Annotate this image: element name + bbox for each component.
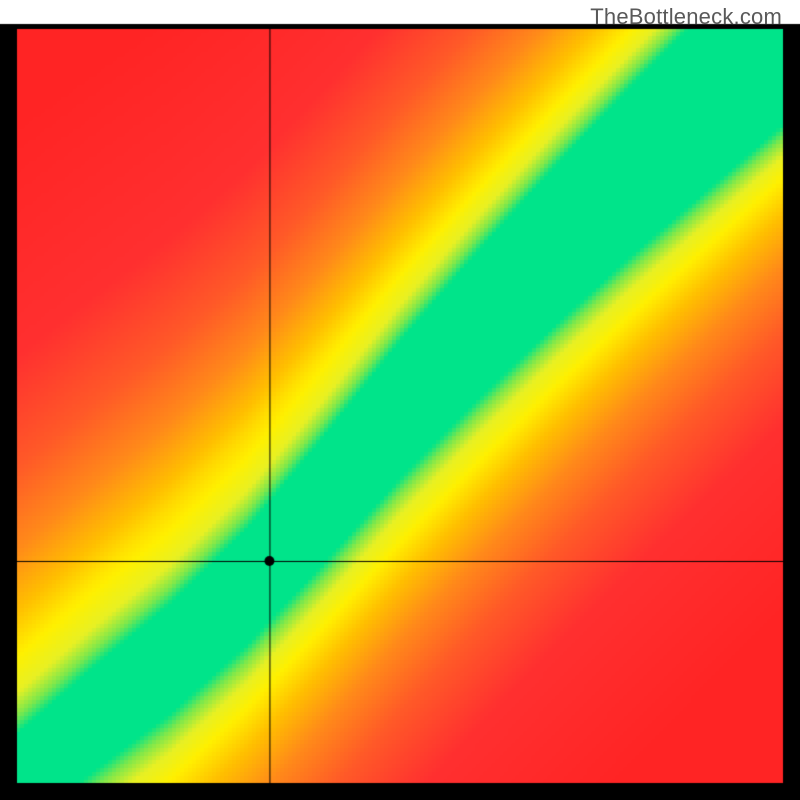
chart-container: TheBottleneck.com bbox=[0, 0, 800, 800]
bottleneck-heatmap-canvas bbox=[0, 0, 800, 800]
watermark-text: TheBottleneck.com bbox=[590, 4, 782, 30]
